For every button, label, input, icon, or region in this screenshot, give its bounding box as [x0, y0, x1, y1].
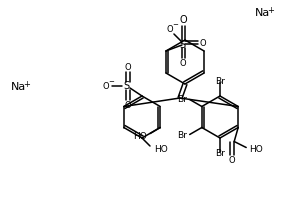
- Text: Br: Br: [177, 130, 187, 139]
- Text: Br: Br: [215, 77, 225, 86]
- Text: Br: Br: [215, 148, 225, 158]
- Text: HO: HO: [133, 132, 147, 141]
- Text: S: S: [179, 40, 185, 50]
- Text: O: O: [229, 156, 236, 165]
- Text: −: −: [172, 22, 178, 28]
- Text: HO: HO: [154, 145, 168, 154]
- Text: S: S: [123, 81, 129, 91]
- Text: Na: Na: [254, 8, 270, 18]
- Text: +: +: [268, 6, 274, 15]
- Text: O: O: [103, 81, 109, 90]
- Text: O: O: [200, 38, 206, 48]
- Text: O: O: [179, 15, 187, 25]
- Text: Na: Na: [11, 82, 26, 92]
- Text: O: O: [125, 62, 131, 72]
- Text: O: O: [180, 59, 186, 68]
- Text: +: +: [24, 79, 30, 88]
- Text: −: −: [108, 79, 114, 85]
- Text: O: O: [167, 24, 173, 33]
- Text: Br: Br: [177, 95, 187, 103]
- Text: O: O: [125, 101, 131, 110]
- Text: HO: HO: [249, 145, 263, 154]
